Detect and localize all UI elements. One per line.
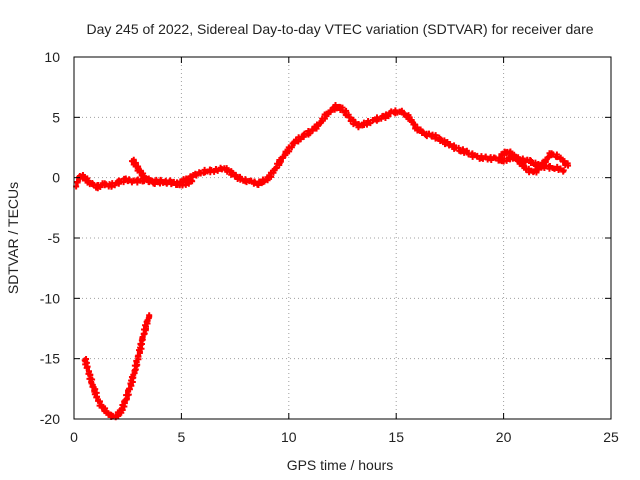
data-point (557, 154, 564, 161)
y-tick-label: 5 (52, 109, 60, 125)
grid (74, 57, 611, 419)
data-point (318, 119, 325, 126)
data-point (85, 177, 92, 184)
data-point (74, 179, 81, 186)
series-late-branch (496, 148, 572, 176)
data-point (93, 393, 100, 400)
data-point (499, 152, 506, 159)
x-tick-label: 20 (496, 429, 512, 445)
data-point (545, 154, 552, 161)
data-point (214, 167, 221, 174)
data-point (130, 371, 137, 378)
data-point (309, 126, 316, 133)
y-axis-title: SDTVAR / TECUs (5, 182, 21, 294)
data-point (346, 114, 353, 121)
data-point (401, 111, 408, 118)
data-point (99, 404, 106, 411)
x-tick-label: 15 (388, 429, 404, 445)
data-point (561, 158, 568, 165)
data-point (291, 140, 298, 147)
data-point (560, 167, 567, 174)
x-axis-title: GPS time / hours (287, 457, 394, 473)
data-point (141, 173, 148, 180)
data-point (229, 169, 236, 176)
data-point (193, 172, 200, 179)
y-tick-label: -15 (40, 351, 60, 367)
y-tick-label: 0 (52, 170, 60, 186)
data-point (189, 178, 196, 185)
x-tick-label: 5 (178, 429, 186, 445)
data-point (463, 147, 470, 154)
chart-title: Day 245 of 2022, Sidereal Day-to-day VTE… (86, 21, 593, 37)
x-tick-label: 0 (70, 429, 78, 445)
data-point (521, 163, 528, 170)
data-point (142, 323, 149, 330)
series-side-branch (128, 156, 196, 189)
x-tick-label: 10 (281, 429, 297, 445)
data-point (103, 408, 110, 415)
x-tick-label: 25 (603, 429, 619, 445)
data-point (557, 165, 564, 172)
y-tick-label: -5 (48, 230, 61, 246)
data-point (565, 162, 572, 169)
axis-ticks: 0 5 10 15 20 25 -20 -15 -10 -5 0 5 10 (40, 49, 619, 445)
series-dip-arc (81, 312, 153, 421)
data-point (385, 113, 392, 120)
data-point (139, 335, 146, 342)
data-point (146, 312, 153, 319)
y-tick-label: -20 (40, 411, 60, 427)
data-point (84, 364, 91, 371)
data-point (408, 117, 415, 124)
data-point (126, 176, 133, 183)
y-tick-label: 10 (44, 49, 60, 65)
data-point (277, 158, 284, 165)
data-series (73, 102, 572, 421)
y-tick-label: -10 (40, 290, 60, 306)
data-point (80, 173, 87, 180)
data-point (332, 102, 339, 109)
data-point (512, 154, 519, 161)
data-point (542, 158, 549, 165)
data-point (367, 120, 374, 127)
data-point (185, 180, 192, 187)
data-point (242, 176, 249, 183)
data-point (136, 168, 143, 175)
